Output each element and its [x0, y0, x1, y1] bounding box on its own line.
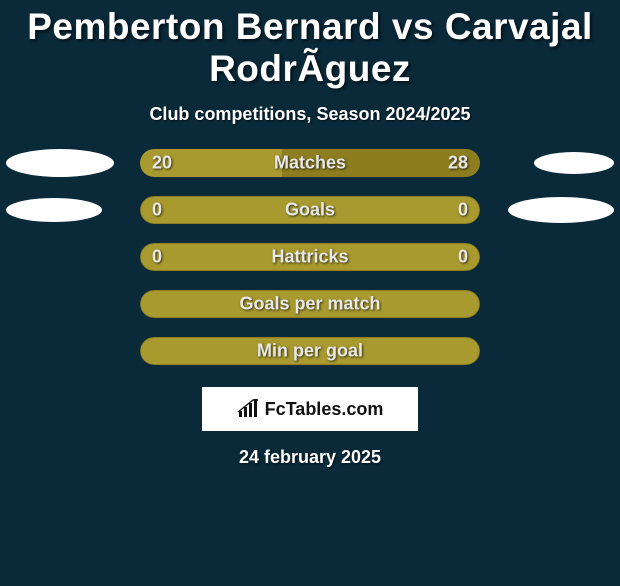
stat-left-value: 20 — [152, 153, 172, 174]
stat-right-value: 0 — [458, 247, 468, 268]
stat-left-value: 0 — [152, 247, 162, 268]
stat-label: Goals per match — [239, 294, 380, 315]
stat-label: Matches — [274, 153, 346, 174]
stat-row-goals-per-match: Goals per match — [0, 290, 620, 318]
decor-ellipse-icon — [534, 152, 614, 174]
stat-right-value: 0 — [458, 200, 468, 221]
stat-bar: 0 Goals 0 — [140, 196, 480, 224]
decor-ellipse-icon — [6, 198, 102, 222]
stats-container: 20 Matches 28 0 Goals 0 0 Hattricks 0 — [0, 149, 620, 365]
stat-label: Min per goal — [257, 341, 363, 362]
stat-row-min-per-goal: Min per goal — [0, 337, 620, 365]
decor-ellipse-icon — [508, 197, 614, 223]
page-title: Pemberton Bernard vs Carvajal RodrÃ­guez — [0, 6, 620, 90]
stat-bar: Goals per match — [140, 290, 480, 318]
stat-row-hattricks: 0 Hattricks 0 — [0, 243, 620, 271]
decor-ellipse-icon — [6, 149, 114, 177]
subtitle: Club competitions, Season 2024/2025 — [0, 104, 620, 125]
stat-label: Hattricks — [271, 247, 348, 268]
chart-icon — [237, 399, 261, 419]
stat-right-value: 28 — [448, 153, 468, 174]
stat-left-value: 0 — [152, 200, 162, 221]
stat-bar: Min per goal — [140, 337, 480, 365]
stat-bar: 0 Hattricks 0 — [140, 243, 480, 271]
brand-badge: FcTables.com — [202, 387, 418, 431]
stat-row-matches: 20 Matches 28 — [0, 149, 620, 177]
brand-text: FcTables.com — [265, 399, 384, 420]
stat-label: Goals — [285, 200, 335, 221]
date-text: 24 february 2025 — [0, 447, 620, 468]
stat-row-goals: 0 Goals 0 — [0, 196, 620, 224]
stat-bar: 20 Matches 28 — [140, 149, 480, 177]
